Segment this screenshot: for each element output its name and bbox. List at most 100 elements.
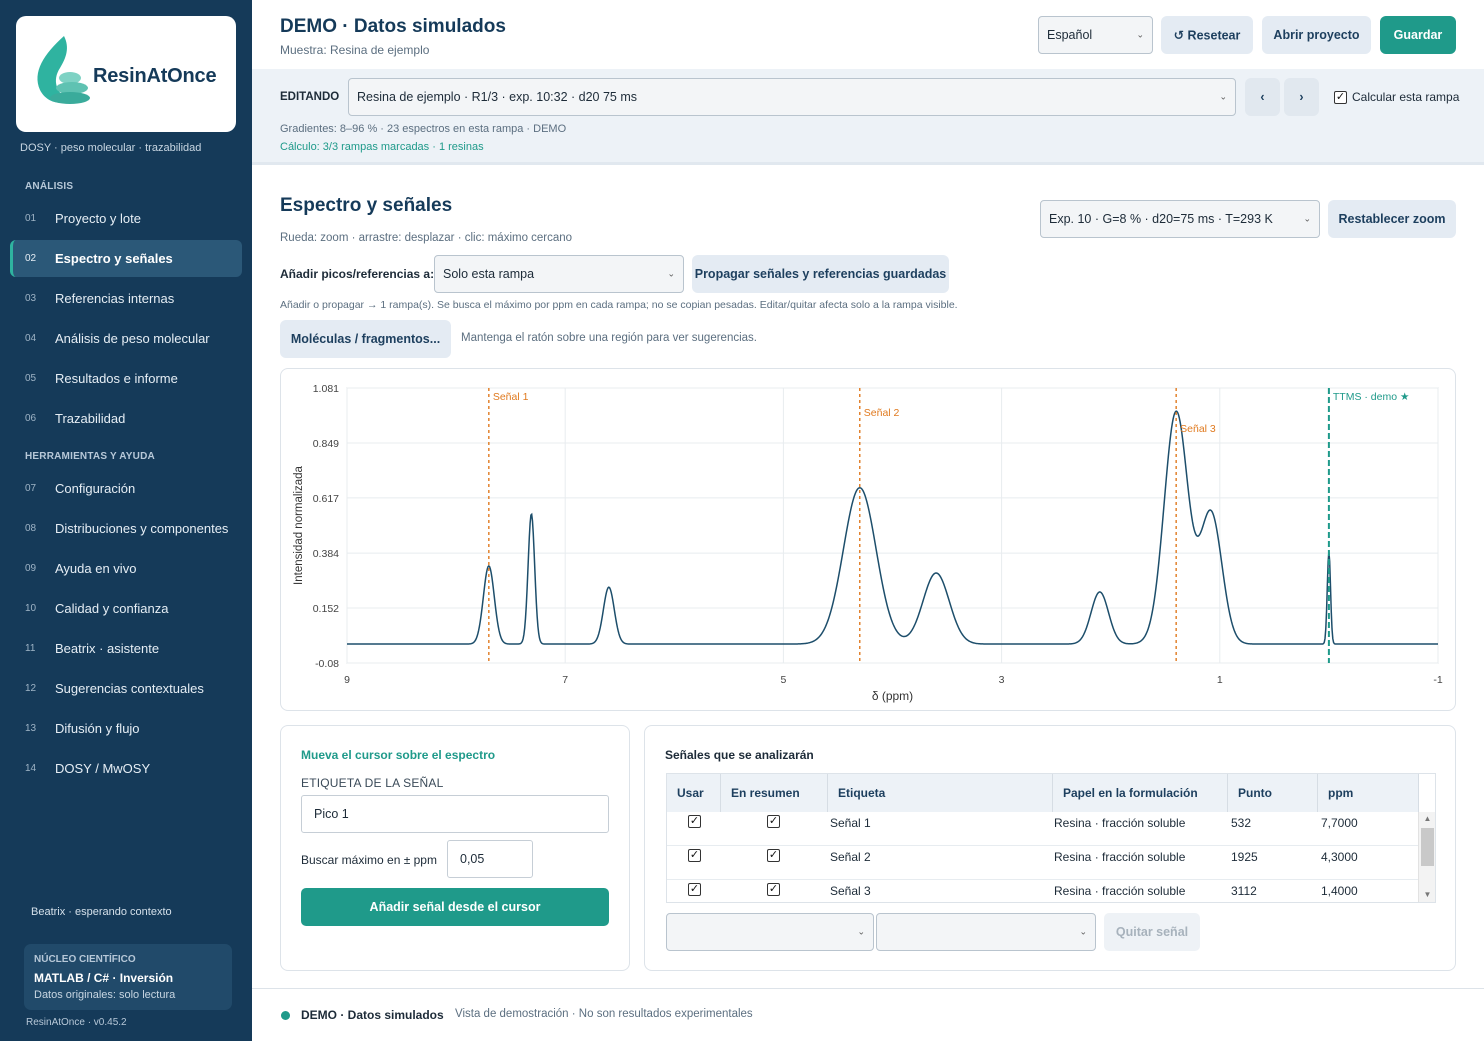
use-checkbox[interactable]: ✓ bbox=[688, 815, 701, 828]
remove-signal-button[interactable]: Quitar señal bbox=[1104, 913, 1200, 951]
sidebar-item-03[interactable]: 03 Referencias internas bbox=[10, 280, 242, 317]
add-note: Añadir o propagar → 1 rampa(s). Se busca… bbox=[280, 299, 958, 311]
signal-marker-label: Señal 1 bbox=[493, 391, 529, 403]
signals-table-title: Señales que se analizarán bbox=[665, 748, 814, 762]
use-checkbox[interactable]: ✓ bbox=[688, 883, 701, 896]
add-signal-button[interactable]: Añadir señal desde el cursor bbox=[301, 888, 609, 926]
sidebar-item-04[interactable]: 04 Análisis de peso molecular bbox=[10, 320, 242, 357]
spectrum-line[interactable] bbox=[347, 410, 1438, 645]
row-point: 1925 bbox=[1231, 850, 1258, 864]
table-row[interactable]: ✓ ✓ Señal 3 Resina · fracción soluble 31… bbox=[667, 880, 1419, 902]
molecules-button[interactable]: Moléculas / fragmentos... bbox=[280, 320, 451, 358]
x-tick-label: 5 bbox=[780, 674, 786, 686]
chevron-left-icon: ‹ bbox=[1260, 90, 1265, 104]
experiment-select[interactable]: Exp. 10 · G=8 % · d20=75 ms · T=293 K ⌄ bbox=[1040, 200, 1320, 238]
sidebar-item-12[interactable]: 12 Sugerencias contextuales bbox=[10, 670, 242, 707]
row-point: 532 bbox=[1231, 816, 1252, 830]
row-label: Señal 1 bbox=[830, 816, 871, 830]
reset-button[interactable]: ↺ Resetear bbox=[1161, 16, 1253, 54]
add-target-select[interactable]: Solo esta rampa ⌄ bbox=[434, 255, 684, 293]
sidebar-item-label: Trazabilidad bbox=[55, 411, 126, 426]
table-scrollbar[interactable]: ▲ ▼ bbox=[1418, 812, 1435, 902]
propagate-label: Propagar señales y referencias guardadas bbox=[694, 267, 947, 281]
search-ppm-input[interactable]: 0,05 bbox=[447, 840, 533, 878]
sidebar-item-13[interactable]: 13 Difusión y flujo bbox=[10, 710, 242, 747]
sidebar-item-label: Configuración bbox=[55, 481, 136, 496]
signal-role-select[interactable]: ⌄ bbox=[666, 913, 874, 951]
chevron-down-icon: ⌄ bbox=[1136, 29, 1144, 40]
sidebar-item-02[interactable]: 02 Espectro y señales bbox=[10, 240, 242, 277]
sidebar-item-number: 08 bbox=[25, 523, 37, 534]
summary-checkbox[interactable]: ✓ bbox=[767, 883, 780, 896]
scrollbar-thumb[interactable] bbox=[1421, 828, 1434, 866]
sidebar-item-01[interactable]: 01 Proyecto y lote bbox=[10, 200, 242, 237]
edit-label: EDITANDO bbox=[280, 91, 340, 103]
page-title: DEMO · Datos simulados bbox=[280, 16, 506, 37]
signal-form-card: Mueva el cursor sobre el espectro ETIQUE… bbox=[280, 725, 630, 971]
sidebar-item-number: 06 bbox=[25, 413, 37, 424]
sidebar-item-number: 05 bbox=[25, 373, 37, 384]
col-header-use: Usar bbox=[667, 774, 721, 812]
row-label: Señal 2 bbox=[830, 850, 871, 864]
footer-note: Vista de demostración · No son resultado… bbox=[455, 1008, 753, 1020]
plot-area bbox=[346, 387, 1439, 664]
sidebar-item-number: 02 bbox=[25, 253, 37, 264]
row-role: Resina · fracción soluble bbox=[1054, 884, 1186, 898]
sidebar-item-number: 10 bbox=[25, 603, 37, 614]
signal-label-input[interactable]: Pico 1 bbox=[301, 795, 609, 833]
sidebar-item-11[interactable]: 11 Beatrix · asistente bbox=[10, 630, 242, 667]
core-sub: Datos originales: solo lectura bbox=[34, 989, 176, 1001]
use-checkbox[interactable]: ✓ bbox=[688, 849, 701, 862]
col-header-label: Etiqueta bbox=[828, 774, 1053, 812]
y-tick-label: 0.849 bbox=[313, 438, 339, 450]
row-label: Señal 3 bbox=[830, 884, 871, 898]
prev-ramp-button[interactable]: ‹ bbox=[1245, 78, 1280, 116]
ramp-select[interactable]: Resina de ejemplo · R1/3 · exp. 10:32 · … bbox=[348, 78, 1236, 116]
sidebar-item-08[interactable]: 08 Distribuciones y componentes bbox=[10, 510, 242, 547]
table-row[interactable]: ✓ ✓ Señal 1 Resina · fracción soluble 53… bbox=[667, 812, 1419, 846]
y-tick-label: 1.081 bbox=[313, 383, 339, 395]
summary-checkbox[interactable]: ✓ bbox=[767, 815, 780, 828]
scroll-up-icon[interactable]: ▲ bbox=[1423, 814, 1432, 823]
sidebar-item-number: 09 bbox=[25, 563, 37, 574]
section-title: Espectro y señales bbox=[280, 195, 453, 216]
sidebar-item-05[interactable]: 05 Resultados e informe bbox=[10, 360, 242, 397]
spectrum-plot-card[interactable]: 9 7 5 3 1 -1 1.081 0.849 0.617 0.384 0.152 -0.08 δ (… bbox=[280, 368, 1456, 711]
sidebar-item-14[interactable]: 14 DOSY / MwOSY bbox=[10, 750, 242, 787]
x-axis-label: δ (ppm) bbox=[872, 689, 913, 703]
reset-zoom-button[interactable]: Restablecer zoom bbox=[1328, 200, 1456, 238]
chevron-right-icon: › bbox=[1299, 90, 1304, 104]
summary-checkbox[interactable]: ✓ bbox=[767, 849, 780, 862]
y-tick-label: 0.152 bbox=[313, 603, 339, 615]
reset-zoom-label: Restablecer zoom bbox=[1338, 212, 1446, 226]
table-row[interactable]: ✓ ✓ Señal 2 Resina · fracción soluble 19… bbox=[667, 846, 1419, 880]
spectrum-plot[interactable]: 9 7 5 3 1 -1 1.081 0.849 0.617 0.384 0.152 -0.08 δ (… bbox=[281, 369, 1457, 712]
calc-ramp-checkbox[interactable]: ✓ bbox=[1334, 91, 1347, 104]
molecules-label: Moléculas / fragmentos... bbox=[290, 332, 441, 346]
chevron-down-icon: ⌄ bbox=[1219, 91, 1227, 102]
sidebar-item-06[interactable]: 06 Trazabilidad bbox=[10, 400, 242, 437]
footer-title: DEMO · Datos simulados bbox=[301, 1008, 444, 1022]
nav-section-tools: HERRAMIENTAS Y AYUDA bbox=[25, 451, 155, 462]
signal-form-title: Mueva el cursor sobre el espectro bbox=[301, 748, 496, 762]
y-tick-label: 0.617 bbox=[313, 493, 339, 505]
next-ramp-button[interactable]: › bbox=[1284, 78, 1319, 116]
open-project-button[interactable]: Abrir proyecto bbox=[1262, 16, 1371, 54]
row-point: 3112 bbox=[1231, 884, 1257, 898]
sidebar-item-10[interactable]: 10 Calidad y confianza bbox=[10, 590, 242, 627]
propagate-button[interactable]: Propagar señales y referencias guardadas bbox=[692, 255, 949, 293]
sidebar-item-07[interactable]: 07 Configuración bbox=[10, 470, 242, 507]
search-ppm-value: 0,05 bbox=[460, 852, 485, 866]
nav-section-analysis: ANÁLISIS bbox=[25, 181, 74, 192]
sidebar-item-number: 01 bbox=[25, 213, 37, 224]
language-select[interactable]: Español ⌄ bbox=[1038, 16, 1153, 54]
signal-target-select[interactable]: ⌄ bbox=[876, 913, 1096, 951]
sidebar-item-number: 04 bbox=[25, 333, 37, 344]
sidebar-item-09[interactable]: 09 Ayuda en vivo bbox=[10, 550, 242, 587]
save-button[interactable]: Guardar bbox=[1380, 16, 1456, 54]
sidebar-item-label: Espectro y señales bbox=[55, 251, 173, 266]
sidebar-item-number: 03 bbox=[25, 293, 37, 304]
sidebar-item-label: Sugerencias contextuales bbox=[55, 681, 204, 696]
language-select-value: Español bbox=[1047, 28, 1093, 42]
scroll-down-icon[interactable]: ▼ bbox=[1423, 890, 1432, 899]
